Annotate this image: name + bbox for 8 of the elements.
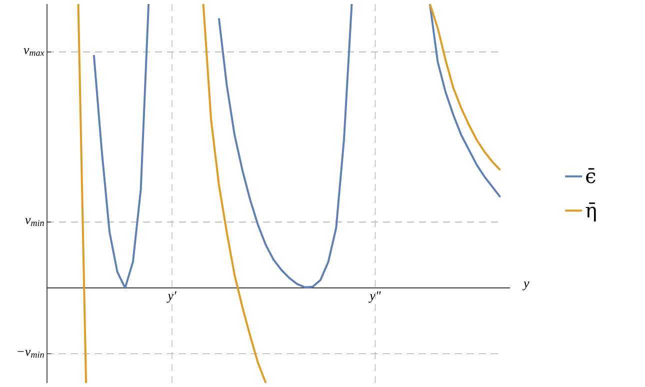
ref-line-label: −ν$_{min}$ [18,350,44,358]
text: η̄ [586,202,596,222]
x-axis-title: y [522,282,530,290]
x-tick-label: y′ [166,291,176,303]
text: ϵ̄ [586,168,596,184]
ref-line-label: ν$_{min}$ [25,218,44,226]
x-tick-label: y″ [368,291,381,303]
ref-line-label: ν$_{max}$ [24,48,44,56]
